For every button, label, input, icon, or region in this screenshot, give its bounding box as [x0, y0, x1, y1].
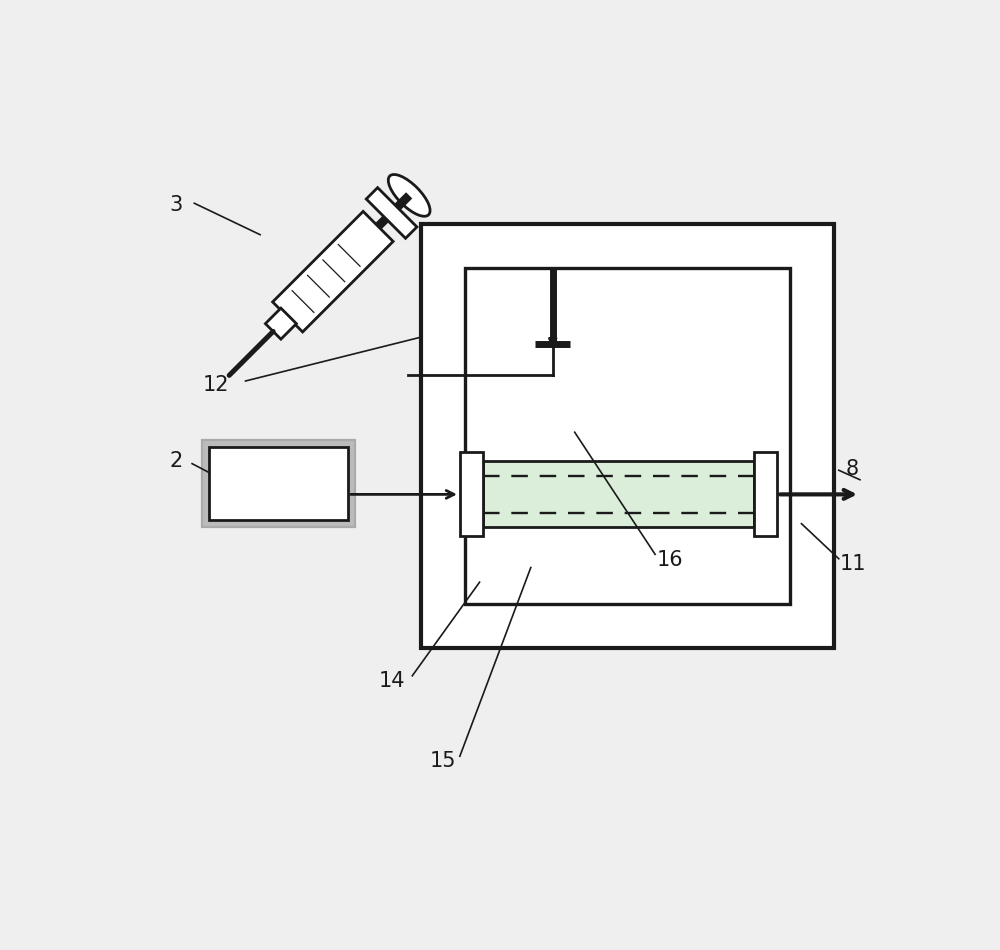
- Bar: [465, 268, 790, 604]
- Bar: [754, 452, 777, 537]
- Bar: [209, 446, 348, 520]
- Bar: [483, 462, 754, 527]
- Text: 2: 2: [169, 451, 183, 471]
- Bar: [460, 452, 483, 537]
- Text: 11: 11: [839, 554, 866, 574]
- Text: 12: 12: [203, 374, 229, 394]
- Bar: [366, 188, 417, 238]
- Bar: [202, 440, 355, 527]
- Bar: [273, 212, 393, 332]
- Bar: [483, 462, 754, 527]
- Text: 3: 3: [169, 196, 183, 216]
- Ellipse shape: [388, 175, 430, 217]
- Bar: [265, 308, 296, 339]
- Bar: [326, 192, 412, 278]
- Text: 15: 15: [430, 751, 456, 771]
- Text: 16: 16: [656, 550, 683, 570]
- Bar: [421, 224, 834, 648]
- Text: 8: 8: [846, 459, 859, 479]
- Text: 14: 14: [379, 671, 405, 691]
